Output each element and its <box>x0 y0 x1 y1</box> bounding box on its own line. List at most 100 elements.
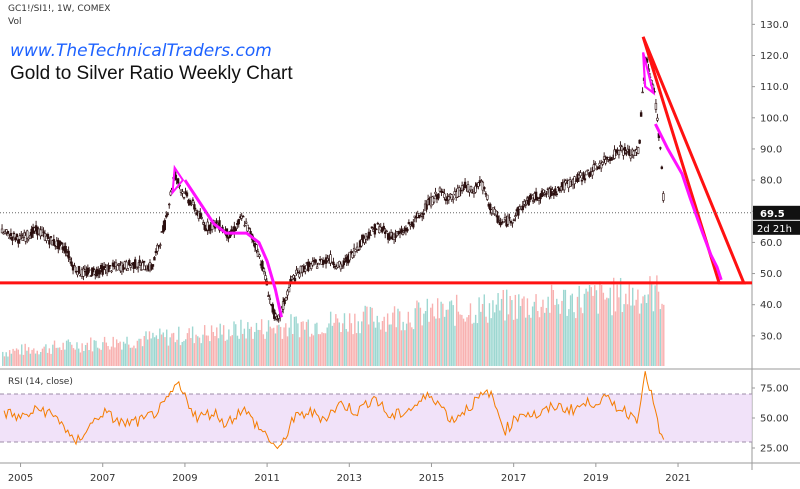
volume-bar <box>632 287 634 366</box>
volume-bar <box>100 349 102 366</box>
candle-body <box>420 215 424 218</box>
volume-bar <box>585 288 587 366</box>
candle-body <box>586 169 590 172</box>
volume-bar <box>245 338 247 366</box>
volume-bar <box>459 314 461 366</box>
volume-bar <box>457 311 460 366</box>
candle-body <box>636 147 640 154</box>
candle-body <box>497 219 501 222</box>
volume-bar <box>145 331 147 366</box>
volume-bar <box>72 348 75 366</box>
volume-bar <box>198 337 201 366</box>
volume-bar <box>300 321 303 366</box>
volume-bar <box>53 340 56 366</box>
volume-bar <box>538 317 541 366</box>
y-tick-label: 50.0 <box>760 269 782 280</box>
projection-curve-2020 <box>654 123 723 281</box>
volume-bar <box>455 294 458 366</box>
candle-body <box>111 262 115 267</box>
candle-body <box>107 265 110 273</box>
candle-body <box>199 212 202 219</box>
volume-bar <box>557 304 560 366</box>
volume-bar <box>27 347 30 366</box>
volume-bar <box>514 294 517 366</box>
volume-bar <box>114 347 116 366</box>
volume-bar <box>216 327 218 366</box>
volume-bar <box>426 298 429 366</box>
volume-bar <box>392 312 394 366</box>
volume-bar <box>607 298 610 366</box>
volume-bar <box>255 322 258 366</box>
candle-body <box>256 251 260 258</box>
volume-bar <box>595 290 598 366</box>
volume-bar <box>310 333 313 366</box>
volume-bar <box>433 316 435 366</box>
volume-bar <box>236 335 239 366</box>
volume-bar <box>492 300 494 366</box>
candle-body <box>138 259 141 263</box>
volume-bar <box>65 340 68 366</box>
volume-bar <box>15 348 18 366</box>
candle-body <box>244 221 248 224</box>
candle-body <box>611 158 615 160</box>
candle-body <box>447 196 451 201</box>
candle-body <box>89 275 93 277</box>
candle-body <box>638 139 641 144</box>
volume-bar <box>390 324 392 366</box>
x-tick-label: 2017 <box>501 473 526 484</box>
volume-bar <box>21 344 23 366</box>
volume-bar <box>347 331 349 366</box>
candle-body <box>307 261 310 272</box>
volume-bar <box>468 315 470 366</box>
volume-bar <box>288 327 290 366</box>
volume-bar <box>48 348 51 366</box>
volume-bar <box>606 297 608 366</box>
volume-bar <box>38 354 40 366</box>
candle-body <box>247 227 251 229</box>
volume-bar <box>148 331 151 366</box>
volume-bar <box>259 329 261 366</box>
volume-bar <box>95 340 97 366</box>
volume-bar <box>355 333 358 366</box>
volume-bar <box>638 313 641 366</box>
candle-body <box>267 295 270 297</box>
candle-body <box>551 189 554 192</box>
volume-bar <box>562 289 565 366</box>
candle-body <box>620 146 624 151</box>
candle-body <box>622 149 625 156</box>
candle-body <box>549 188 553 196</box>
volume-bar <box>386 313 389 366</box>
volume-bar <box>110 346 113 366</box>
volume-bar <box>380 329 382 366</box>
volume-bar <box>12 348 14 366</box>
candle-body <box>101 266 104 275</box>
countdown-box <box>753 220 800 235</box>
volume-bar <box>583 293 586 366</box>
volume-bar <box>635 299 637 366</box>
volume-bar <box>317 334 320 366</box>
candle-body <box>125 261 128 270</box>
volume-bar <box>167 345 170 366</box>
volume-bar <box>428 321 430 366</box>
volume-bar <box>19 354 21 366</box>
volume-bar <box>266 331 268 366</box>
volume-bar <box>592 295 594 366</box>
candle-body <box>634 150 637 156</box>
candle-body <box>406 228 409 232</box>
volume-bar <box>388 324 391 366</box>
volume-bar <box>209 341 211 366</box>
volume-bar <box>79 352 82 366</box>
volume-bar <box>661 303 663 366</box>
volume-bar <box>262 334 265 366</box>
volume-bar <box>24 343 26 366</box>
volume-bar <box>609 287 611 366</box>
volume-bar <box>333 322 335 366</box>
volume-bar <box>119 341 121 366</box>
candle-body <box>594 163 597 165</box>
candle-body <box>293 278 297 282</box>
candle-body <box>472 191 476 194</box>
volume-bar <box>57 347 59 366</box>
volume-bar <box>659 309 662 366</box>
volume-bar <box>31 349 33 366</box>
volume-bar <box>495 304 498 366</box>
